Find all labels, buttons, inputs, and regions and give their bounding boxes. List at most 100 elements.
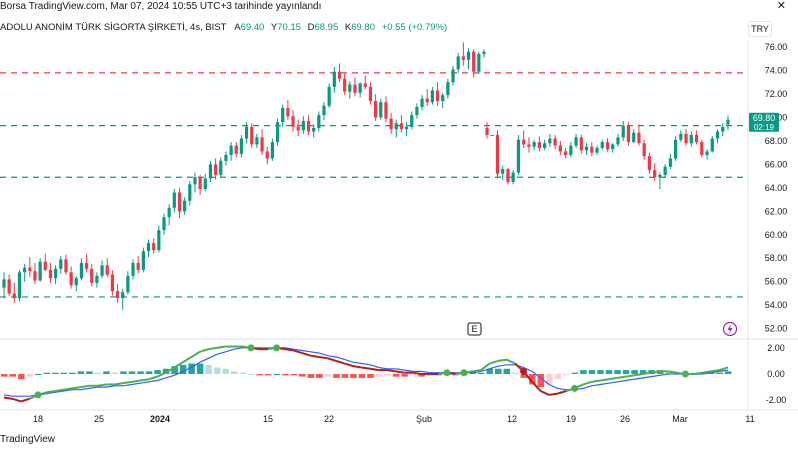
- time-tick-label: 2024: [150, 414, 170, 424]
- macd-signal-line: [3, 347, 729, 397]
- macd-cross-dot: [273, 344, 281, 352]
- candle-body: [605, 142, 610, 150]
- candle-body: [157, 230, 161, 251]
- macd-histogram-bar: [477, 372, 485, 374]
- candle-body: [684, 133, 688, 144]
- macd-line-segment: [480, 362, 491, 371]
- last-price-tag: [749, 112, 779, 132]
- macd-histogram-bar: [503, 368, 511, 374]
- candle-body: [38, 261, 42, 281]
- macd-histogram-bar: [707, 372, 715, 374]
- candle-body: [689, 135, 693, 144]
- macd-histogram-bar: [563, 374, 570, 376]
- macd-line-segment: [506, 358, 516, 365]
- macd-line-segment: [80, 384, 90, 389]
- candle-body: [115, 291, 120, 299]
- candle-body: [348, 84, 352, 92]
- macd-tick-label: 0.00: [767, 369, 785, 379]
- macd-line-segment: [497, 358, 507, 362]
- candle-body: [532, 142, 536, 147]
- macd-histogram-bar: [256, 374, 264, 376]
- candle-body: [286, 108, 290, 117]
- candle-body: [250, 126, 254, 145]
- header-bar: Borsa TradingView.com, Mar 07, 2024 10:5…: [0, 0, 798, 14]
- candle-body: [584, 146, 589, 151]
- macd-histogram-bar: [43, 372, 51, 374]
- candle-body: [611, 144, 615, 150]
- macd-line-segment: [531, 381, 542, 392]
- low-label: D: [307, 22, 315, 33]
- macd-histogram-bar: [316, 374, 323, 378]
- macd-histogram-bar: [571, 372, 579, 374]
- macd-histogram-bar: [171, 366, 178, 374]
- macd-line-segment: [301, 352, 311, 357]
- candle-body: [495, 135, 500, 174]
- macd-cross-dot: [460, 369, 468, 377]
- last-price-value: 69.80: [753, 113, 776, 123]
- macd-line-segment: [412, 371, 422, 375]
- candle-body: [152, 242, 156, 251]
- macd-line-segment: [156, 371, 167, 378]
- candle-body: [146, 242, 151, 252]
- candle-body: [193, 177, 197, 185]
- close-icon[interactable]: ✕: [776, 0, 786, 12]
- candle-body: [425, 98, 429, 103]
- macd-histogram-bar: [18, 374, 25, 380]
- candle-body: [553, 138, 557, 146]
- candle-body: [100, 265, 104, 276]
- candle-body: [490, 135, 494, 137]
- macd-line-segment: [310, 354, 320, 358]
- macd-histogram-bar: [605, 370, 613, 374]
- price-tick-label: 60.00: [765, 230, 788, 240]
- macd-histogram-bar: [52, 372, 59, 374]
- candle-body: [270, 142, 274, 159]
- candle-body: [95, 275, 99, 283]
- time-tick-label: Mar: [672, 414, 688, 424]
- candle-body: [224, 154, 228, 161]
- macd-line-segment: [719, 366, 729, 372]
- candle-body: [208, 164, 213, 179]
- candle-body: [281, 108, 285, 123]
- candle-body: [595, 147, 599, 153]
- macd-line-segment: [3, 396, 13, 400]
- candle-body: [188, 184, 192, 201]
- macd-histogram-bar: [486, 368, 494, 374]
- candle-body: [569, 145, 573, 155]
- candle-body: [410, 115, 414, 127]
- close-label: K: [344, 22, 352, 33]
- currency-button[interactable]: TRY: [748, 21, 772, 37]
- macd-line-segment: [668, 370, 678, 374]
- candle-body: [121, 292, 125, 299]
- candle-body: [435, 90, 440, 102]
- macd-line-segment: [642, 371, 652, 375]
- macd-line-segment: [395, 370, 405, 374]
- candle-body: [43, 261, 47, 270]
- candle-body: [404, 126, 409, 130]
- macd-histogram-bar: [1, 374, 8, 377]
- macd-line-segment: [182, 356, 192, 364]
- macd-line-segment: [591, 379, 601, 383]
- macd-histogram-bar: [716, 372, 723, 374]
- candle-body: [59, 259, 63, 269]
- macd-line-segment: [353, 365, 362, 369]
- macd-line-segment: [131, 379, 141, 383]
- macd-histogram-bar: [529, 374, 536, 385]
- candle-body: [600, 142, 604, 148]
- candle-body: [642, 143, 646, 157]
- candle-body: [90, 268, 94, 283]
- macd-histogram-bar: [239, 372, 246, 374]
- macd-line-segment: [199, 348, 209, 353]
- macd-histogram-bar: [60, 372, 68, 374]
- macd-histogram-bar: [324, 374, 332, 377]
- symbol-name: ADOLU ANONİM TÜRK SİGORTA ŞİRKETİ, 4s, B…: [0, 22, 227, 33]
- macd-line-segment: [335, 359, 345, 365]
- price-tick-label: 72.00: [765, 89, 788, 99]
- candle-body: [626, 125, 631, 143]
- macd-cross-dot: [443, 369, 451, 377]
- macd-histogram-bar: [665, 371, 672, 374]
- candle-body: [172, 192, 176, 208]
- candle-body: [461, 56, 465, 60]
- macd-histogram-bar: [588, 370, 596, 374]
- macd-histogram-bar: [77, 371, 85, 374]
